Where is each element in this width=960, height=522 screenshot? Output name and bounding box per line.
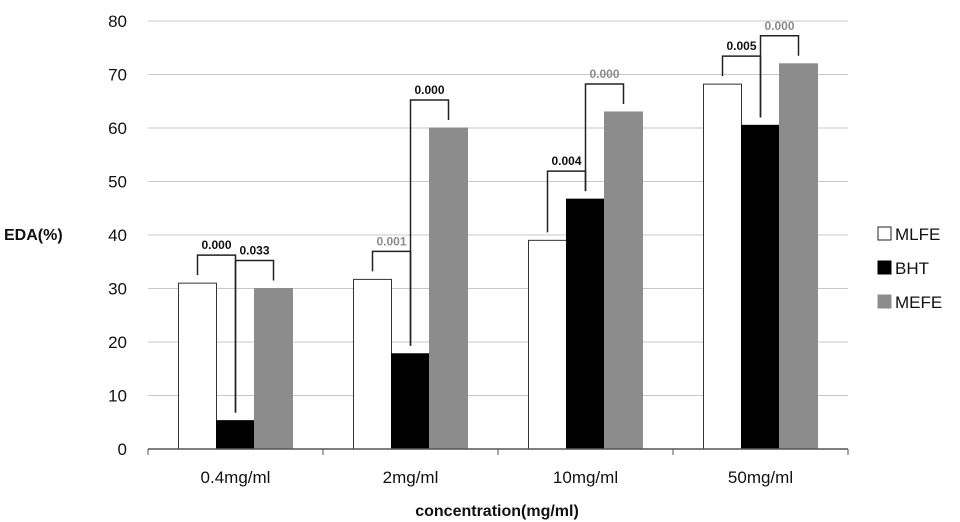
legend-swatch-mefe — [877, 294, 892, 309]
p-value-label: 0.000 — [201, 238, 231, 252]
significance-bracket — [409, 99, 450, 346]
p-value-label: 0.033 — [239, 244, 269, 258]
legend-swatch-mlfe — [877, 226, 892, 241]
legend-label-mlfe: MLFE — [895, 225, 940, 244]
bar-bht — [566, 198, 605, 450]
bar-mefe — [429, 127, 468, 450]
legend-label-mefe: MEFE — [895, 293, 942, 312]
x-tick-label: 10mg/ml — [553, 468, 618, 487]
significance-bracket — [759, 35, 800, 118]
legend-swatch-bht — [877, 260, 892, 275]
x-tick-label: 2mg/ml — [383, 468, 439, 487]
y-tick-label: 0 — [118, 440, 127, 459]
y-tick-label: 50 — [108, 173, 127, 192]
legend: MLFE BHT MEFE — [877, 225, 942, 312]
bar-bht — [216, 420, 255, 450]
y-tick-label: 40 — [108, 226, 127, 245]
bar-mlfe — [703, 83, 742, 450]
bar-mefe — [779, 63, 818, 450]
y-tick-label: 20 — [108, 333, 127, 352]
significance-bracket — [234, 259, 275, 413]
y-tick-label: 10 — [108, 387, 127, 406]
bar-bht — [391, 353, 430, 450]
bar-mlfe — [528, 239, 567, 450]
p-value-label: 0.005 — [726, 39, 756, 53]
p-value-label: 0.000 — [764, 19, 794, 33]
y-tick-label: 70 — [108, 66, 127, 85]
y-tick-labels: 0 10 20 30 40 50 60 70 80 — [108, 12, 127, 459]
x-tick-label: 50mg/ml — [728, 468, 793, 487]
legend-label-bht: BHT — [895, 259, 929, 278]
y-tick-label: 80 — [108, 12, 127, 31]
x-tick-labels: 0.4mg/ml 2mg/ml 10mg/ml 50mg/ml — [147, 449, 849, 487]
bars — [178, 63, 818, 450]
y-tick-label: 30 — [108, 280, 127, 299]
p-value-label: 0.004 — [551, 154, 581, 168]
y-axis-title: EDA(%) — [4, 227, 63, 244]
p-value-label: 0.000 — [414, 83, 444, 97]
bar-mlfe — [178, 282, 217, 450]
x-axis-title: concentration(mg/ml) — [415, 503, 579, 520]
significance-bracket — [584, 83, 625, 192]
bar-mlfe — [353, 278, 392, 450]
y-tick-label: 60 — [108, 119, 127, 138]
p-value-label: 0.000 — [589, 67, 619, 81]
bar-mefe — [254, 288, 293, 450]
p-value-label: 0.001 — [376, 234, 406, 248]
bar-mefe — [604, 111, 643, 450]
x-tick-label: 0.4mg/ml — [201, 468, 271, 487]
significance-brackets: 0.000 0.033 0.001 0.000 0.004 0.000 0.005 0.000 — [196, 19, 800, 413]
bar-bht — [741, 124, 780, 450]
